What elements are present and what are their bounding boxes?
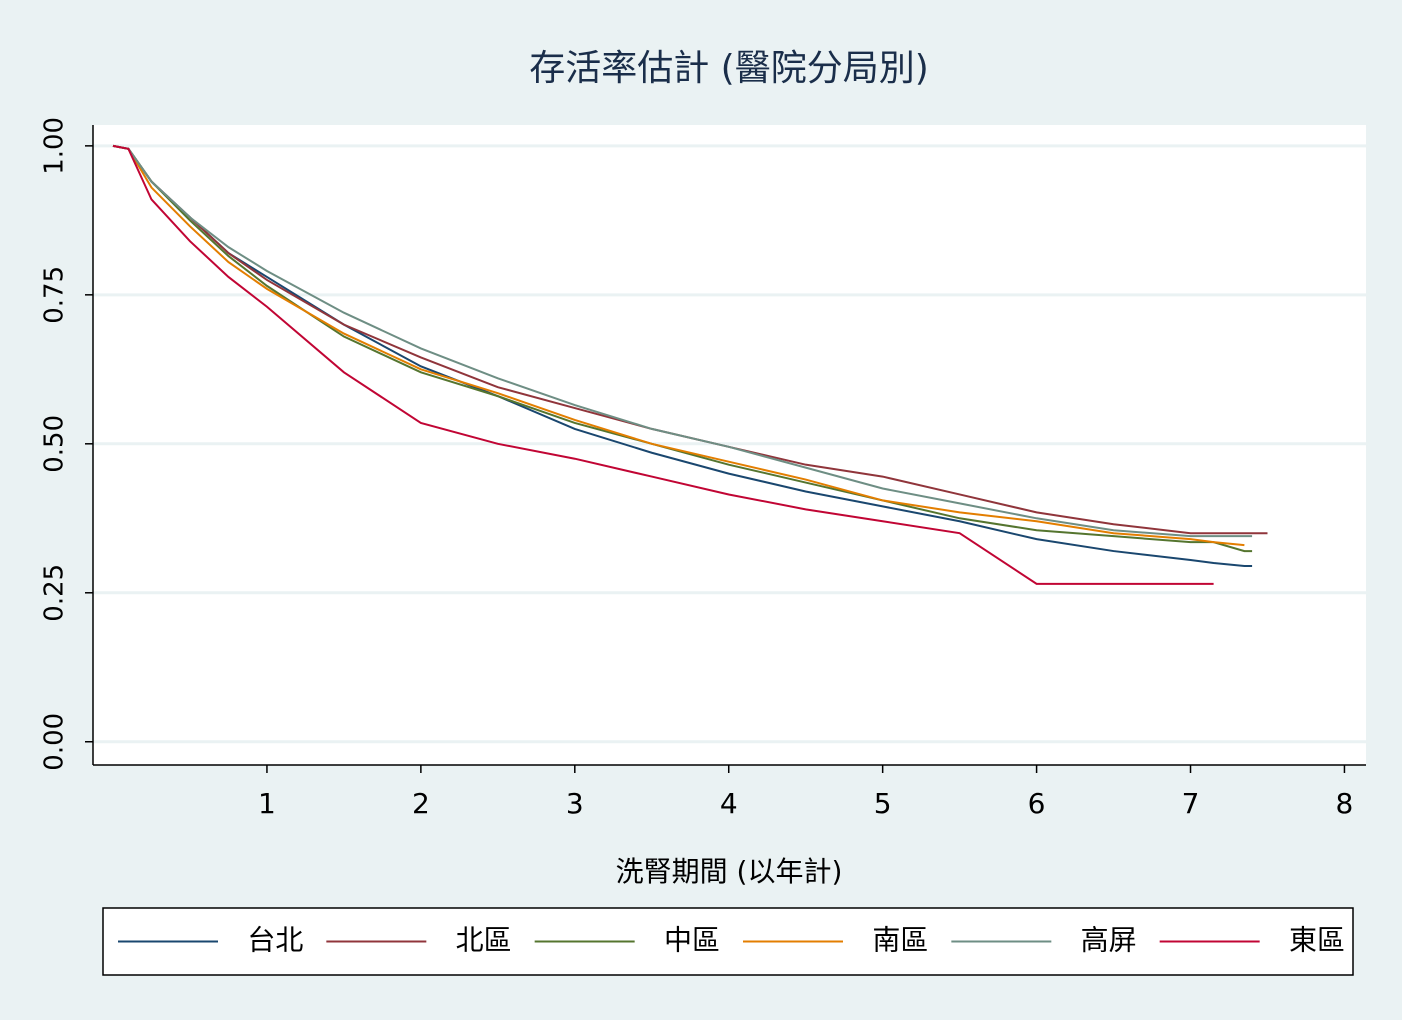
- legend-label: 台北: [247, 924, 303, 957]
- x-tick-label: 6: [1028, 787, 1046, 820]
- y-tick-label: 0.75: [40, 266, 70, 324]
- x-tick-label: 2: [412, 787, 430, 820]
- x-tick-label: 7: [1182, 787, 1200, 820]
- y-tick-label: 0.50: [40, 415, 70, 473]
- legend-label: 東區: [1289, 924, 1345, 957]
- x-tick-label: 3: [566, 787, 584, 820]
- legend-label: 中區: [664, 924, 720, 957]
- x-tick-label: 1: [258, 787, 276, 820]
- series-line: [112, 144, 1253, 538]
- y-tick-label: 1.00: [40, 117, 70, 175]
- series-line: [112, 144, 1245, 547]
- x-tick-label: 4: [720, 787, 738, 820]
- legend-label: 高屏: [1081, 924, 1137, 957]
- x-axis-title: 洗腎期間 (以年計): [616, 855, 843, 888]
- y-tick-label: 0.25: [40, 564, 70, 622]
- chart-title: 存活率估計 (醫院分局別): [529, 48, 929, 89]
- legend-label: 南區: [872, 924, 928, 957]
- legend-label: 北區: [456, 924, 512, 957]
- legend-box: [102, 907, 1354, 976]
- series-line: [112, 144, 1214, 585]
- y-tick-label: 0.00: [40, 713, 70, 771]
- x-tick-label: 5: [874, 787, 892, 820]
- x-tick-label: 8: [1336, 787, 1354, 820]
